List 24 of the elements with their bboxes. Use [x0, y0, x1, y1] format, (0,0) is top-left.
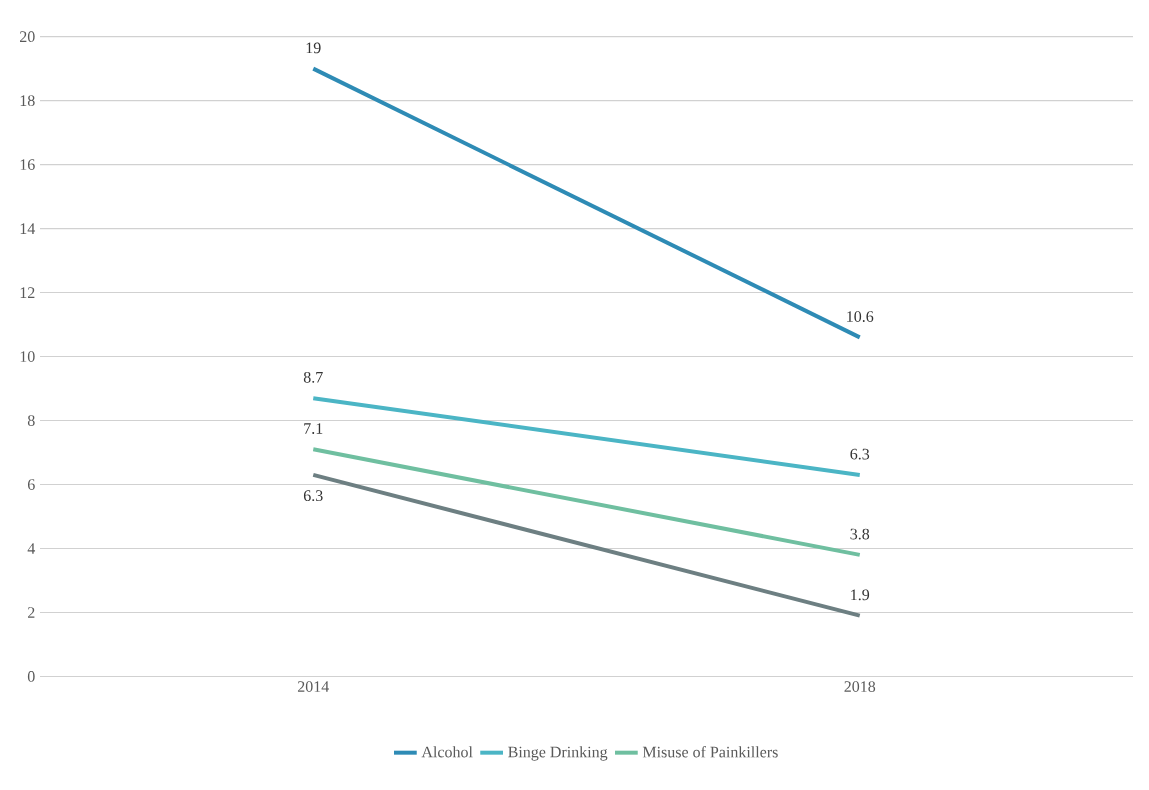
y-tick-label: 0	[27, 671, 35, 682]
legend-label: Binge Drinking	[508, 746, 608, 761]
data-label: 1.9	[851, 589, 870, 601]
y-tick-label: 20	[20, 31, 35, 43]
y-tick-label: 4	[27, 543, 36, 554]
y-tick-label: 14	[20, 223, 36, 234]
y-tick-label: 18	[20, 95, 35, 107]
data-label: 19	[306, 42, 321, 54]
y-tick-label: 8	[27, 415, 35, 427]
x-tick-label: 2014	[297, 681, 329, 693]
legend-label: Alcohol	[421, 746, 473, 758]
data-label: 8.7	[303, 372, 323, 383]
data-label: 3.8	[850, 528, 870, 540]
y-tick-label: 2	[28, 607, 35, 618]
data-label: 10.6	[847, 311, 874, 323]
x-tick-label: 2018	[844, 681, 876, 693]
y-tick-label: 10	[20, 351, 35, 363]
y-tick-label: 12	[20, 287, 35, 298]
data-label: 6.3	[850, 448, 870, 460]
y-tick-label: 16	[20, 159, 35, 171]
legend-label: Misuse of Painkillers	[642, 746, 778, 758]
data-label: 7.1	[304, 423, 323, 435]
data-label: 6.3	[303, 490, 323, 502]
y-tick-label: 6	[27, 479, 35, 490]
